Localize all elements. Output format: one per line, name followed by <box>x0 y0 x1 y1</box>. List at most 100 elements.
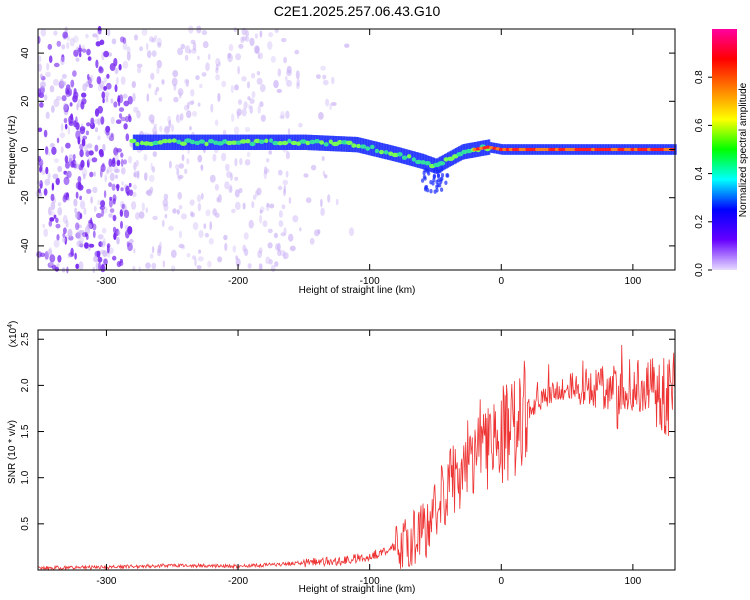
spectrogram-cell <box>259 84 266 93</box>
spectrogram-cell <box>225 163 230 172</box>
spectrogram-cell <box>150 162 153 171</box>
spectrogram-cell <box>134 34 138 41</box>
spectrogram-cell <box>67 126 71 135</box>
spectrogram-cell <box>249 37 255 47</box>
spectrogram-cell <box>149 253 154 259</box>
spectrogram-cell <box>205 62 210 72</box>
snr-x-tick-label: 100 <box>625 576 642 587</box>
spectrogram-cell <box>67 196 70 201</box>
spectrogram-cell <box>49 85 55 93</box>
spectrogram-cell <box>106 166 113 173</box>
spectrogram-y-tick-label: 20 <box>20 95 31 107</box>
spectrogram-peak-cell <box>646 147 652 152</box>
spectrogram-ridge-cell <box>410 150 413 167</box>
spectrogram-peak-cell <box>663 147 669 152</box>
spectrogram-cell <box>320 65 326 71</box>
spectrogram-cell <box>62 232 66 239</box>
spectrogram-ridge-cell <box>415 152 418 168</box>
spectrogram-cell <box>205 209 211 217</box>
spectrogram-cell <box>270 55 276 63</box>
spectrogram-cell <box>190 211 194 217</box>
spectrogram-cell <box>126 191 130 196</box>
spectrogram-cell <box>79 243 84 248</box>
spectrogram-cell <box>218 194 222 203</box>
spectrogram-cell <box>68 121 74 127</box>
spectrogram-cell <box>66 42 70 49</box>
spectrogram-cell <box>67 253 72 259</box>
spectrogram-peak-cell <box>521 147 527 152</box>
spectrogram-cell <box>151 166 156 173</box>
spectrogram-cell <box>309 237 315 245</box>
spectrogram-peak-cell <box>167 138 173 144</box>
spectrogram-cell <box>197 102 201 107</box>
spectrogram-tail-cell <box>424 185 428 190</box>
spectrogram-cell <box>335 198 339 206</box>
spectrogram-cell <box>163 193 169 201</box>
spectrogram-cell <box>37 63 42 72</box>
spectrogram-cell <box>279 115 285 120</box>
snr-exponent-close: ) <box>8 321 19 324</box>
spectrogram-peak-cell <box>554 147 560 152</box>
spectrogram-cell <box>49 261 55 266</box>
spectrogram-cell <box>198 249 202 254</box>
spectrogram-cell <box>120 187 124 192</box>
spectrogram-cell <box>70 113 74 121</box>
spectrogram-peak-cell <box>512 147 517 152</box>
spectrogram-cell <box>183 104 189 111</box>
spectrogram-cell <box>273 232 278 239</box>
spectrogram-cell <box>244 159 251 166</box>
spectrogram-cell <box>93 205 97 212</box>
spectrogram-peak-cell <box>204 141 209 147</box>
spectrogram-cell <box>100 200 106 208</box>
spectrogram-cell <box>178 163 184 169</box>
spectrogram-cell <box>196 194 202 203</box>
spectrogram-cell <box>93 255 99 263</box>
spectrogram-cell <box>129 238 134 244</box>
spectrogram-cell <box>215 58 221 66</box>
spectrogram-cell <box>187 102 190 110</box>
spectrogram-cell <box>47 43 53 50</box>
spectrogram-cell <box>111 183 116 191</box>
spectrogram-cell <box>178 230 183 239</box>
spectrogram-cell <box>132 192 137 198</box>
spectrogram-cell <box>66 170 72 179</box>
spectrogram-cell <box>89 171 94 178</box>
spectrogram-cell <box>148 83 152 89</box>
spectrogram-cell <box>152 215 158 221</box>
spectrogram-cell <box>113 147 119 156</box>
spectrogram-peak-cell <box>584 147 590 152</box>
spectrogram-cell <box>231 208 236 214</box>
spectrogram-cell <box>170 249 177 258</box>
spectrogram-cell <box>234 84 239 91</box>
spectrogram-cell <box>68 88 73 96</box>
spectrogram-cell <box>197 202 202 212</box>
spectrogram-peak-cell <box>544 147 550 152</box>
spectrogram-cell <box>112 198 116 205</box>
spectrogram-cell <box>144 172 148 181</box>
spectrogram-cell <box>209 221 212 231</box>
spectrogram-cell <box>80 200 86 210</box>
spectrogram-cell <box>330 102 337 106</box>
spectrogram-peak-cell <box>587 147 593 152</box>
spectrogram-cell <box>101 91 106 99</box>
spectrogram-cell <box>84 144 88 153</box>
spectrogram-peak-cell <box>207 139 215 144</box>
spectrogram-cell <box>76 230 83 239</box>
spectrogram-cell <box>123 209 130 219</box>
spectrogram-cell <box>256 187 262 196</box>
spectrogram-cell <box>79 52 82 58</box>
spectrogram-cell <box>73 35 79 43</box>
spectrogram-cell <box>173 96 179 103</box>
spectrogram-peak-cell <box>365 146 371 151</box>
spectrogram-cell <box>268 259 273 265</box>
spectrogram-cell <box>47 151 51 156</box>
spectrogram-peak-cell <box>446 156 455 161</box>
spectrogram-cell <box>90 196 93 204</box>
spectrogram-cell <box>76 103 79 111</box>
spectrogram-cell <box>101 227 107 234</box>
spectrogram-cell <box>273 80 279 89</box>
spectrogram-cell <box>86 222 93 230</box>
spectrogram-cell <box>283 185 286 194</box>
spectrogram-cell <box>280 232 286 237</box>
spectrogram-cell <box>251 73 256 79</box>
